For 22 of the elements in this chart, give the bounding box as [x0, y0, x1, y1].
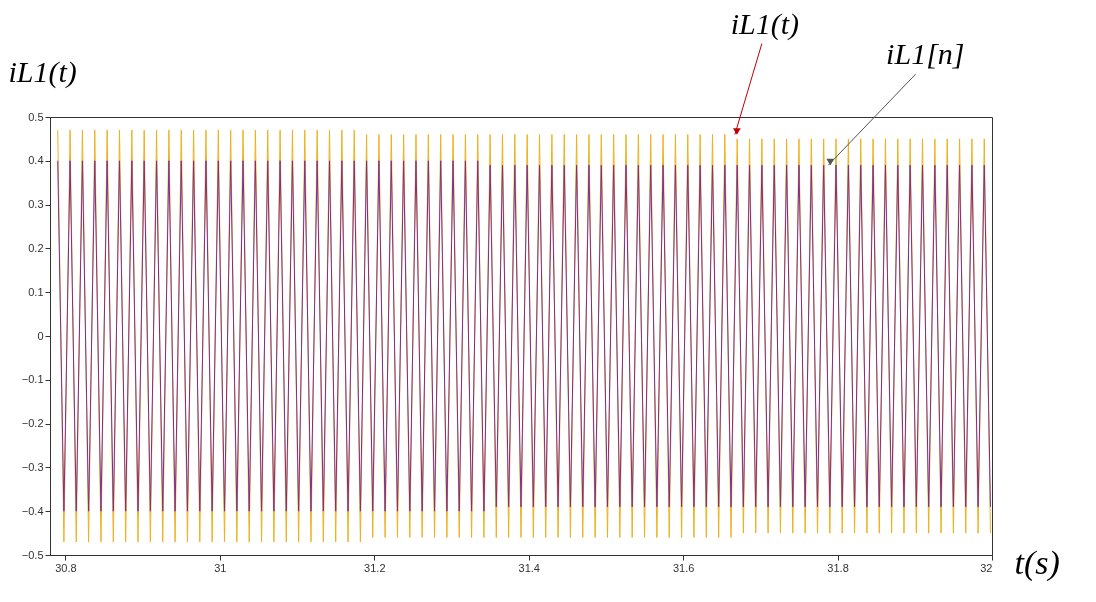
x-tick-label: 31.6 [672, 561, 695, 574]
y-tick-label: 0 [37, 329, 44, 342]
y-tick-label: 0.3 [28, 198, 44, 211]
y-tick-label: −0.1 [21, 373, 44, 386]
y-tick-label: 0.4 [28, 154, 44, 167]
x-axis-title: t(s) [1014, 543, 1060, 582]
y-tick-label: −0.3 [21, 460, 44, 473]
x-tick-label: 32 [980, 561, 993, 574]
x-tick-label: 30.8 [55, 561, 77, 574]
y-axis-title: iL1(t) [8, 54, 77, 89]
x-tick-label: 31.2 [364, 561, 386, 574]
y-tick-label: −0.2 [21, 417, 44, 430]
x-tick-label: 31 [214, 561, 227, 574]
y-tick-label: 0.2 [28, 241, 44, 254]
annotation: iL1[n] [886, 37, 965, 71]
y-tick-label: 0.5 [28, 110, 44, 123]
x-tick-label: 31.4 [518, 561, 540, 574]
y-tick-label: −0.4 [21, 504, 44, 517]
y-tick-label: −0.5 [21, 548, 44, 561]
x-tick-label: 31.8 [827, 561, 849, 574]
y-tick-label: 0.1 [28, 285, 44, 298]
annotation: iL1(t) [730, 6, 800, 41]
